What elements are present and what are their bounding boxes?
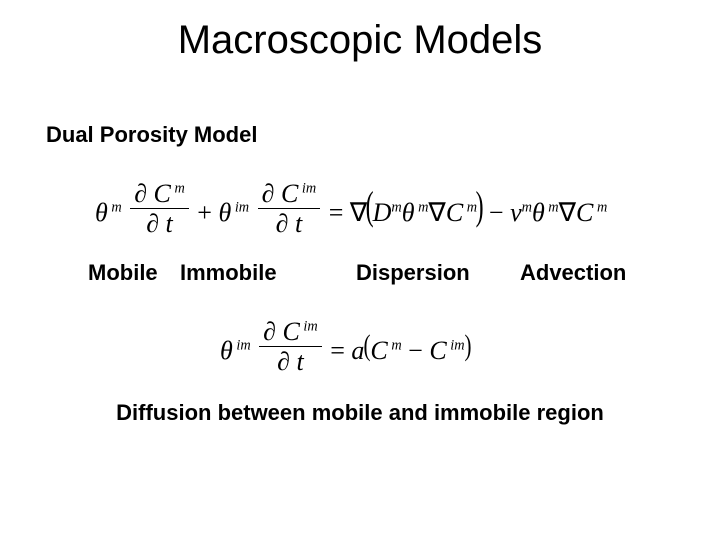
label-mobile: Mobile — [88, 260, 158, 286]
slide-title: Macroscopic Models — [0, 18, 720, 63]
equation-caption: Diffusion between mobile and immobile re… — [0, 400, 720, 426]
equation-transport: θ m ∂ C m ∂ t + θ im ∂ C im ∂ t = ∇(Dmθ … — [95, 180, 607, 238]
label-immobile: Immobile — [180, 260, 277, 286]
label-dispersion: Dispersion — [356, 260, 470, 286]
label-advection: Advection — [520, 260, 626, 286]
section-heading: Dual Porosity Model — [46, 122, 257, 148]
slide: Macroscopic Models Dual Porosity Model θ… — [0, 0, 720, 540]
equation-exchange: θ im ∂ C im ∂ t = a(C m − C im) — [220, 318, 471, 376]
